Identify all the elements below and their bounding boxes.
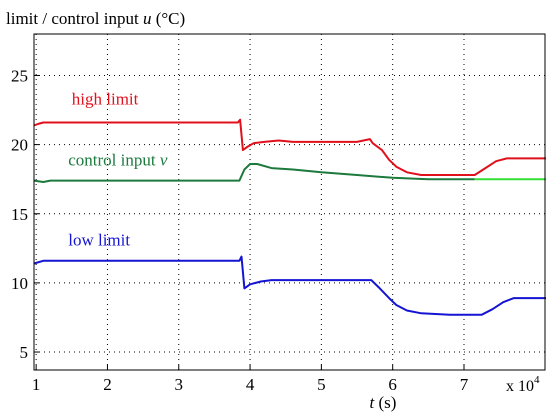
x-tick-label: 5 — [317, 375, 326, 394]
y-tick-label: 10 — [11, 274, 28, 293]
series-group — [33, 118, 546, 316]
annotations: high limit control input v low limit — [68, 90, 168, 250]
x-tick-label: 2 — [103, 375, 112, 394]
series-annotation-1: control input v — [68, 150, 168, 169]
chart-title-variable: u — [143, 9, 152, 28]
chart-title: limit / control input u (°C) — [6, 9, 185, 28]
series-annotation-0: high limit — [72, 90, 139, 109]
series-line-3 — [33, 255, 546, 316]
chart-title-prefix: limit / control input — [6, 9, 143, 28]
plot-frame — [33, 33, 546, 371]
x-multiplier-base: x 10 — [506, 378, 534, 395]
x-multiplier-exponent: 4 — [534, 374, 540, 386]
chart-title-suffix: (°C) — [151, 9, 185, 28]
y-tick-label: 25 — [11, 66, 28, 85]
x-tick-label: 6 — [388, 375, 397, 394]
y-tick-label: 15 — [11, 205, 28, 224]
x-tick-label: 1 — [32, 375, 41, 394]
x-tick-label: 7 — [460, 375, 469, 394]
x-tick-label: 3 — [175, 375, 184, 394]
ticks: 1 2 3 4 5 6 7 5 10 15 20 25 — [11, 66, 469, 394]
x-axis-label: t (s) — [370, 393, 397, 412]
y-tick-label: 5 — [20, 343, 29, 362]
x-multiplier: x 104 — [506, 374, 540, 395]
series-line-0 — [33, 118, 546, 176]
x-axis-unit: (s) — [374, 393, 396, 412]
y-tick-label: 20 — [11, 136, 28, 155]
series-line-1 — [33, 163, 475, 183]
x-tick-label: 4 — [246, 375, 255, 394]
x-axis-variable: t — [370, 393, 376, 412]
series-annotation-2: low limit — [68, 231, 130, 250]
grid — [34, 34, 546, 370]
